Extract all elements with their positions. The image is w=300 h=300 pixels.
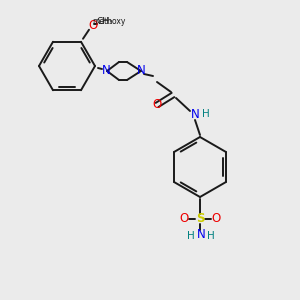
Text: methoxy: methoxy <box>92 17 126 26</box>
Text: N: N <box>190 109 200 122</box>
Text: S: S <box>196 212 204 226</box>
Text: O: O <box>179 212 189 226</box>
Text: O: O <box>212 212 220 226</box>
Text: N: N <box>136 64 146 77</box>
Text: O: O <box>152 98 162 112</box>
Text: O: O <box>88 19 98 32</box>
Text: H: H <box>202 109 210 119</box>
Text: N: N <box>196 229 206 242</box>
Text: H: H <box>207 231 215 241</box>
Text: H: H <box>187 231 195 241</box>
Text: N: N <box>102 64 110 77</box>
Text: CH₃: CH₃ <box>97 17 113 26</box>
